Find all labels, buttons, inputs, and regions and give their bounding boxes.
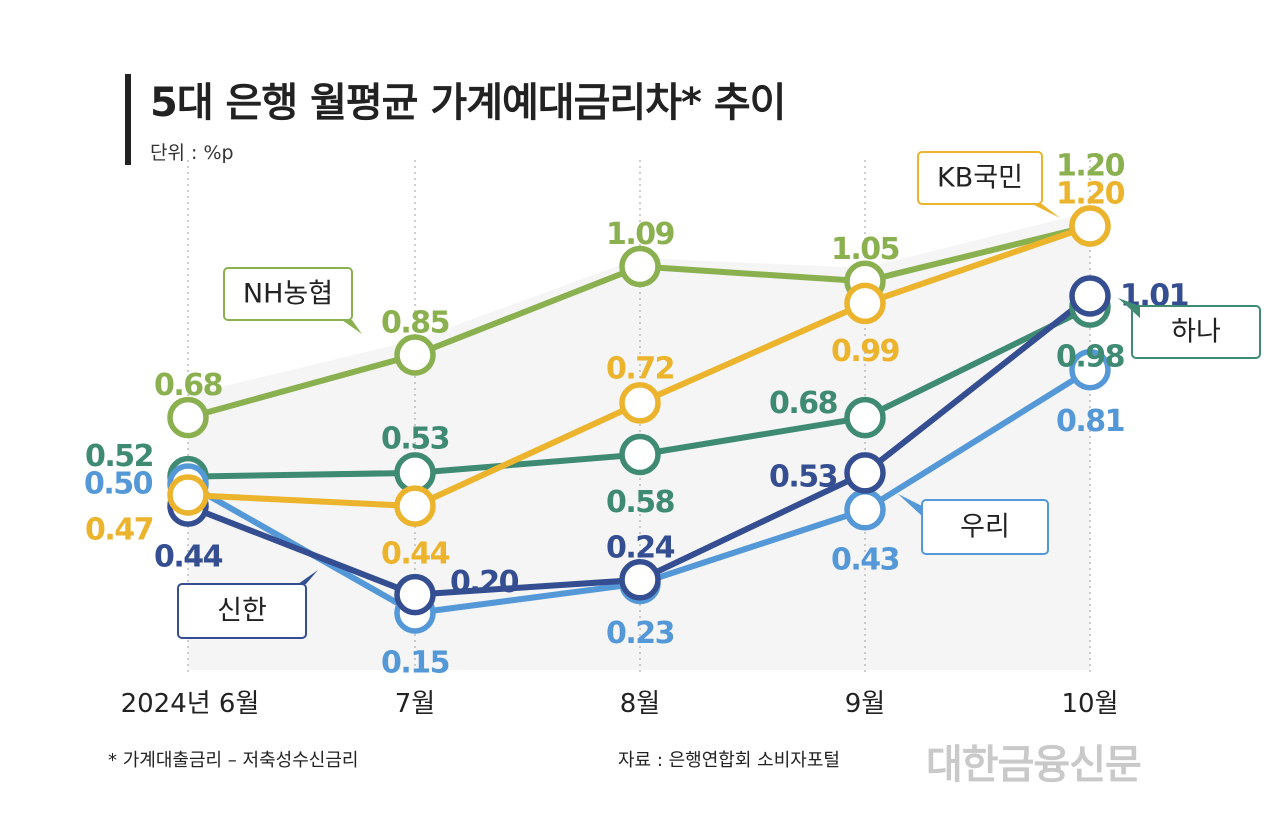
x-tick-label: 8월 (620, 689, 660, 719)
data-point-1-2 (619, 382, 661, 424)
callout-pointer (342, 320, 362, 334)
data-point-0-0 (167, 396, 209, 439)
footnote: * 가계대출금리 – 저축성수신금리 (108, 750, 359, 771)
chart-title: 5대 은행 월평균 가계예대금리차* 추이 (150, 80, 786, 126)
data-label: 0.15 (381, 646, 449, 681)
data-point-4-3 (844, 452, 886, 494)
data-point-1-0 (167, 474, 209, 516)
callout-pointer (1032, 204, 1060, 218)
callout-box (223, 267, 353, 321)
x-tick-label: 10월 (1061, 689, 1118, 719)
publisher-logo: 대한금융신문 (926, 742, 1142, 788)
series-name-label: 신한 (217, 596, 267, 627)
data-label: 0.44 (154, 540, 223, 575)
callout-box (177, 583, 307, 639)
data-label: 0.47 (85, 513, 153, 548)
data-label: 0.44 (381, 537, 450, 572)
data-labels: 0.680.851.09 1.051.200.470.440.720.991.20… (84, 148, 1190, 681)
series-name-label: KB국민 (937, 163, 1023, 194)
data-label: 1.20 (1056, 148, 1125, 183)
data-label: 0.53 (769, 459, 837, 494)
data-label: 0.98 (1056, 340, 1125, 375)
callout-box (917, 151, 1043, 205)
data-label: 0.99 (831, 334, 899, 369)
callout-pointer (1118, 298, 1140, 318)
callout-pointer (298, 570, 318, 584)
data-point-2-3 (844, 396, 886, 439)
data-point-4-4 (1069, 275, 1111, 317)
data-label: 0.52 (85, 439, 153, 474)
source-note: 자료 : 은행연합회 소비자포털 (618, 750, 840, 771)
data-point-2-2 (619, 433, 661, 476)
data-label: 0.53 (381, 421, 449, 456)
x-axis-labels: 2024년 6월 7월 8월 9월 10월 (121, 689, 1119, 719)
data-label: 1.20 (1056, 176, 1125, 211)
data-label: 0.81 (1056, 404, 1124, 439)
unit-label: 단위 : %p (150, 142, 234, 164)
title-accent-bar (125, 74, 131, 165)
x-tick-label: 2024년 6월 (121, 689, 260, 719)
series-name-label: 하나 (1171, 317, 1221, 348)
data-label: 0.68 (154, 368, 223, 403)
data-label: 1.05 (831, 232, 899, 267)
series-markers (167, 205, 1111, 634)
data-point-3-3 (844, 489, 886, 531)
data-label: 0.43 (831, 542, 899, 577)
callout-box (1131, 305, 1261, 359)
data-point-1-1 (394, 485, 436, 527)
data-label: 0.85 (381, 305, 449, 340)
data-point-3-4 (1069, 348, 1111, 391)
series-name-label: 우리 (960, 512, 1010, 543)
data-point-0-1 (394, 334, 436, 376)
data-label: 0.23 (606, 616, 674, 651)
callout-pointer (898, 494, 922, 516)
data-point-4-2 (619, 559, 661, 601)
data-point-1-4 (1069, 205, 1111, 247)
data-label: 0.50 (84, 466, 153, 501)
data-label: 0.20 (450, 565, 519, 600)
x-tick-label: 7월 (395, 689, 435, 719)
data-label: 0.68 (769, 386, 838, 421)
data-label: 0.24 (606, 530, 675, 565)
data-point-1-3 (844, 282, 886, 325)
data-label: 0.72 (606, 351, 674, 386)
data-label: 1.09 (606, 217, 674, 252)
series-name-label: NH농협 (243, 279, 333, 310)
data-label: 0.58 (606, 485, 675, 520)
callout-box (921, 499, 1049, 555)
x-tick-label: 9월 (845, 689, 885, 719)
data-point-4-1 (394, 573, 436, 616)
data-point-0-2 (619, 245, 661, 288)
